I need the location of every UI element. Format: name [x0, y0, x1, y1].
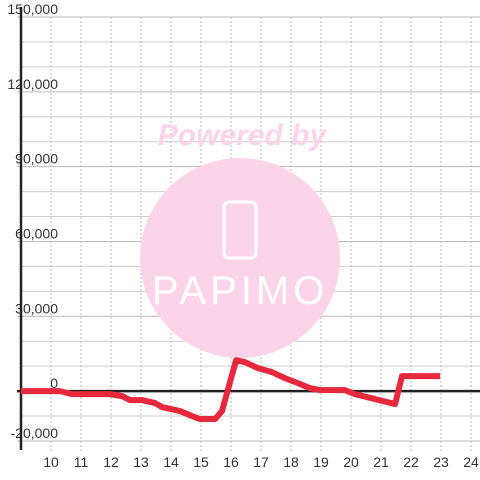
x-tick-label: 11 [74, 454, 89, 470]
x-tick-label: 13 [133, 454, 149, 470]
x-tick-label: 24 [463, 454, 479, 470]
x-tick-label: 16 [223, 454, 239, 470]
watermark-icon [222, 200, 258, 260]
x-tick-label: 22 [403, 454, 419, 470]
x-tick-label: 20 [343, 454, 359, 470]
y-tick-label: 90,000 [15, 151, 58, 167]
watermark-logo: PAPIMO [152, 269, 329, 313]
y-tick-label: 120,000 [7, 76, 58, 92]
y-tick-label: 150,000 [7, 1, 58, 17]
x-tick-label: 18 [283, 454, 299, 470]
y-tick-label: -20,000 [11, 425, 59, 441]
x-tick-label: 15 [193, 454, 209, 470]
x-tick-label: 21 [373, 454, 389, 470]
watermark-text: Powered by [158, 119, 328, 152]
x-tick-label: 12 [103, 454, 119, 470]
y-tick-label: 30,000 [15, 300, 58, 316]
x-tick-label: 17 [253, 454, 269, 470]
x-tick-label: 23 [433, 454, 449, 470]
x-tick-label: 10 [43, 454, 59, 470]
data-line [21, 357, 441, 423]
y-tick-label: 0 [50, 375, 58, 391]
x-tick-label: 19 [313, 454, 329, 470]
y-tick-label: 60,000 [15, 225, 58, 241]
x-tick-label: 14 [163, 454, 179, 470]
